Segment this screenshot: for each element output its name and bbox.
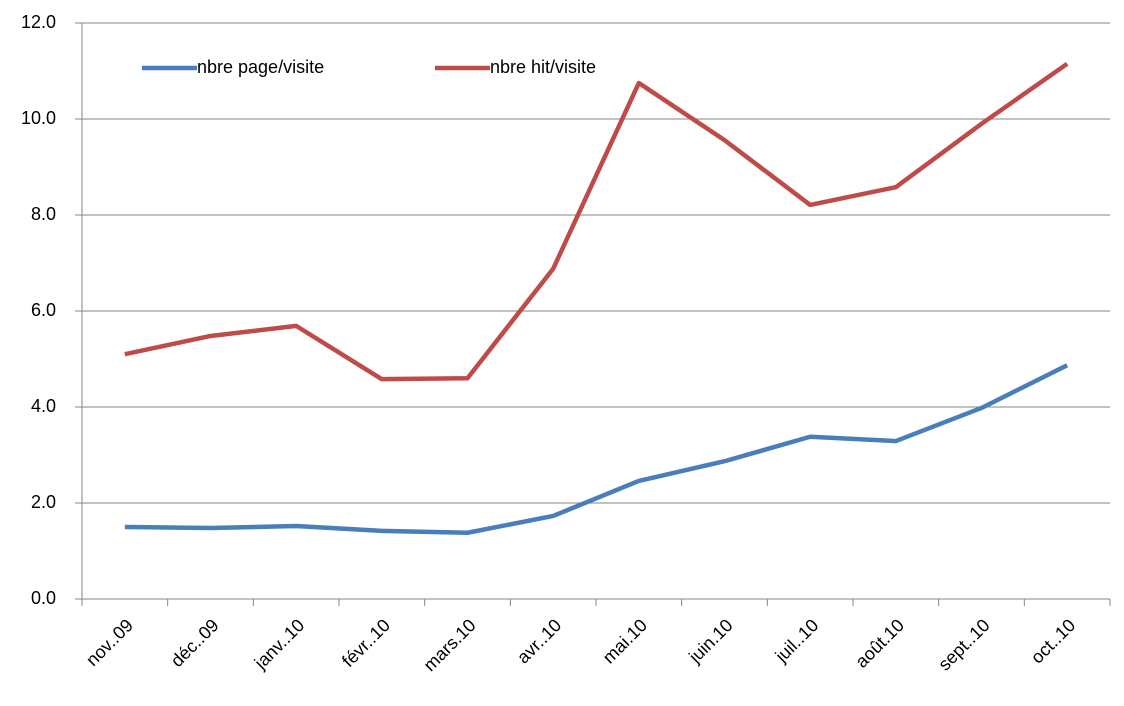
x-tick-label: août.10 <box>851 615 908 672</box>
x-tick-label: mai.10 <box>599 615 651 667</box>
y-tick-label: 6.0 <box>31 300 56 320</box>
line-series <box>124 363 1069 536</box>
x-tick-label: sept..10 <box>934 615 993 674</box>
y-tick-label: 2.0 <box>31 492 56 512</box>
x-tick-label: avr..10 <box>513 615 565 667</box>
x-tick-label: janv..10 <box>250 615 308 673</box>
x-tick-label: juil..10 <box>771 615 823 667</box>
x-tick-label: oct..10 <box>1027 615 1079 667</box>
y-tick-label: 12.0 <box>21 12 56 32</box>
x-tick-label: févr..10 <box>338 615 394 671</box>
y-tick-label: 0.0 <box>31 588 56 608</box>
x-tick-label: déc..09 <box>167 615 223 671</box>
x-tick-label: juin.10 <box>684 615 736 667</box>
x-tick-label: nov..09 <box>82 615 137 670</box>
x-tick-label: mars.10 <box>420 615 480 675</box>
line-series <box>124 61 1069 382</box>
y-tick-label: 8.0 <box>31 204 56 224</box>
legend-label: nbre hit/visite <box>490 57 596 77</box>
legend-label: nbre page/visite <box>197 57 324 77</box>
y-tick-label: 4.0 <box>31 396 56 416</box>
y-tick-label: 10.0 <box>21 108 56 128</box>
